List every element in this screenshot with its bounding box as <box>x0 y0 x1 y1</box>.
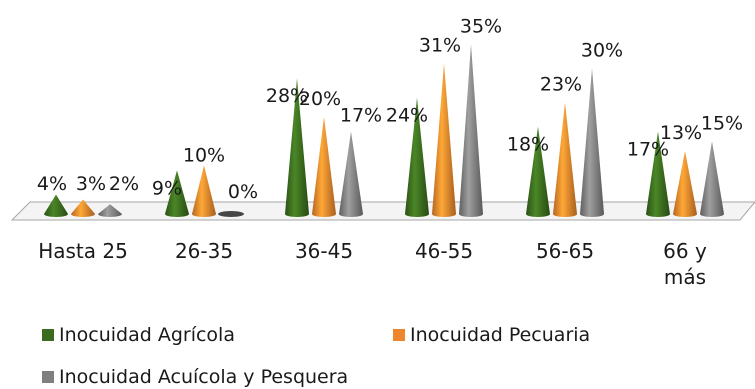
value-label-1-2: 20% <box>299 88 341 110</box>
value-label-1-1: 10% <box>183 145 225 167</box>
legend-label-pecuaria: Inocuidad Pecuaria <box>410 324 591 346</box>
legend-item-acuicola: Inocuidad Acuícola y Pesquera <box>42 366 348 388</box>
legend-swatch-agricola <box>42 329 54 341</box>
cone-2-3 <box>459 44 483 217</box>
value-label-1-0: 3% <box>76 173 106 195</box>
cone-2-5 <box>700 141 724 217</box>
cone-1-3 <box>432 63 456 218</box>
legend-swatch-pecuaria <box>393 329 405 341</box>
category-label-line: 26-35 <box>174 239 234 263</box>
cone-0-4 <box>526 126 550 217</box>
cone-0-3 <box>405 97 429 217</box>
value-label-0-3: 24% <box>386 105 428 127</box>
cone-1-1 <box>192 165 216 217</box>
value-label-2-1: 0% <box>228 181 258 203</box>
cone-1-2 <box>312 117 336 217</box>
value-label-2-3: 35% <box>460 15 502 37</box>
chart-value-labels: 4% 3% 2% 9%10%0%28%20%17% 24%31%35%18%23%30%… <box>37 15 743 203</box>
value-label-2-5: 15% <box>701 112 743 134</box>
value-label-2-0: 2% <box>109 173 139 195</box>
cone-2-2 <box>339 131 363 217</box>
cone-1-5 <box>673 150 697 217</box>
category-label-line: Hasta 25 <box>38 239 128 263</box>
value-label-0-2: 28% <box>266 85 308 107</box>
cone-0-1 <box>165 170 189 217</box>
legend-label-agricola: Inocuidad Agrícola <box>59 324 235 346</box>
category-label-line: 56-65 <box>535 239 595 263</box>
chart-cones <box>44 44 724 218</box>
value-label-0-4: 18% <box>507 134 549 156</box>
category-label-2: 36-45 <box>264 238 384 264</box>
legend-swatch-acuicola <box>42 371 54 383</box>
cone-1-4 <box>553 102 577 217</box>
value-label-1-3: 31% <box>419 35 461 57</box>
cone-2-0 <box>98 204 122 217</box>
value-label-2-4: 30% <box>581 40 623 62</box>
legend-label-acuicola: Inocuidad Acuícola y Pesquera <box>59 366 349 388</box>
category-label-0: Hasta 25 <box>23 238 143 264</box>
cone-0-5 <box>646 131 670 217</box>
cone-0-0 <box>44 194 68 217</box>
category-label-5: 66 y más <box>625 238 745 290</box>
legend-item-agricola: Inocuidad Agrícola <box>42 324 235 346</box>
value-label-1-4: 23% <box>540 73 582 95</box>
value-label-2-2: 17% <box>340 105 382 127</box>
value-label-0-0: 4% <box>37 173 67 195</box>
cone-2-1 <box>218 211 244 217</box>
cone-0-2 <box>285 78 309 217</box>
category-label-3: 46-55 <box>384 238 504 264</box>
category-label-1: 26-35 <box>144 238 264 264</box>
value-label-0-5: 17% <box>627 139 669 161</box>
category-label-line: 36-45 <box>294 239 354 263</box>
cone-2-4 <box>580 68 604 217</box>
legend-item-pecuaria: Inocuidad Pecuaria <box>393 324 590 346</box>
category-label-line: 46-55 <box>414 239 474 263</box>
category-label-line: 66 y <box>663 239 707 263</box>
value-label-1-5: 13% <box>660 122 702 144</box>
category-label-line: más <box>663 265 707 289</box>
cone-1-0 <box>71 199 95 217</box>
category-label-4: 56-65 <box>505 238 625 264</box>
chart-floor <box>10 201 755 221</box>
value-label-0-1: 9% <box>152 177 182 199</box>
